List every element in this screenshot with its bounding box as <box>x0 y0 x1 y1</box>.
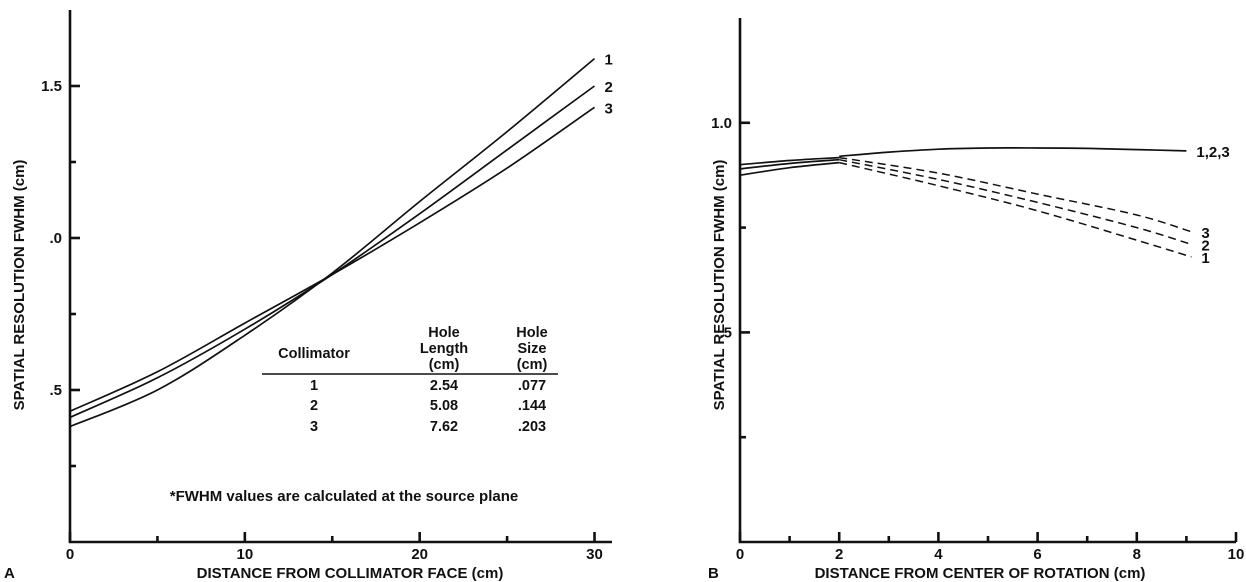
panel-b-ticks: 0 2 4 6 8 10 .5 1.0 <box>711 115 1244 563</box>
panel-a-axes <box>68 10 612 544</box>
series-label: 2 <box>1201 237 1209 254</box>
table-cell: 3 <box>310 419 318 435</box>
y-tick-label: .5 <box>719 324 732 341</box>
table-header-size: Size <box>517 341 546 357</box>
x-tick-label: 2 <box>835 546 843 563</box>
y-tick-label: 1.5 <box>41 78 62 95</box>
x-tick-label: 20 <box>411 546 428 563</box>
table-header-length-unit: (cm) <box>429 357 460 373</box>
table-cell: 5.08 <box>430 398 458 414</box>
series-line-1 <box>739 161 840 177</box>
table-cell: .203 <box>518 419 546 435</box>
panel-a-curves <box>69 57 596 428</box>
series-label: 2 <box>605 79 613 96</box>
panel-a-label: A <box>4 565 15 582</box>
panel-b-series-labels: 1,2,3 123 <box>1196 144 1229 267</box>
panel-a: A DISTANCE FROM COLLIMATOR FACE (cm) SPA… <box>4 10 613 582</box>
table-header-length: Length <box>420 341 468 357</box>
panel-b-label: B <box>708 565 719 582</box>
panel-b-ylabel: SPATIAL RESOLUTION FWHM (cm) <box>711 160 728 411</box>
x-tick-label: 30 <box>586 546 603 563</box>
panel-b-xlabel: DISTANCE FROM CENTER OF ROTATION (cm) <box>815 565 1146 582</box>
y-tick-label: .5 <box>49 382 62 399</box>
series-label: 3 <box>1201 225 1209 242</box>
y-tick-label: .0 <box>49 230 62 247</box>
series-label: 1 <box>605 52 613 69</box>
x-tick-label: 0 <box>66 546 74 563</box>
panel-a-series-labels: 1 2 3 <box>605 52 613 118</box>
x-tick-label: 4 <box>934 546 943 563</box>
panel-b-curves <box>739 146 1192 258</box>
table-cell: 7.62 <box>430 419 458 435</box>
series-line-3 <box>739 156 840 166</box>
x-tick-label: 10 <box>236 546 253 563</box>
series-label: 1 <box>1201 250 1209 267</box>
series-line-3 <box>69 106 595 413</box>
table-header-collimator: Collimator <box>278 346 350 362</box>
table-header-hole: Hole <box>428 325 459 341</box>
panel-b: B DISTANCE FROM CENTER OF ROTATION (cm) … <box>708 18 1244 582</box>
panel-a-ylabel: SPATIAL RESOLUTION FWHM (cm) <box>11 160 28 411</box>
table-cell: .144 <box>518 398 546 414</box>
table-header-size-unit: (cm) <box>517 357 548 373</box>
table-header-hole-2: Hole <box>516 325 547 341</box>
panel-a-ticks: 0 10 20 30 .5 .0 1.5 <box>41 78 603 563</box>
x-tick-label: 6 <box>1033 546 1041 563</box>
table-cell: 2.54 <box>430 378 458 394</box>
fwhm-note: *FWHM values are calculated at the sourc… <box>170 488 518 505</box>
x-tick-label: 8 <box>1133 546 1141 563</box>
x-tick-label: 0 <box>736 546 744 563</box>
x-tick-label: 10 <box>1228 546 1245 563</box>
table-cell: .077 <box>518 378 546 394</box>
panel-b-axes <box>738 18 1236 544</box>
y-tick-label: 1.0 <box>711 115 732 132</box>
series-label: 3 <box>605 100 613 117</box>
table-cell: 1 <box>310 378 318 394</box>
collimator-table: Hole Hole Length Size Collimator (cm) (c… <box>262 325 558 435</box>
series-line-1 <box>69 57 596 428</box>
series-line-2-dashed <box>839 158 1192 246</box>
table-cell: 2 <box>310 398 318 414</box>
series-line-1-2-3 <box>839 146 1187 158</box>
series-label: 1,2,3 <box>1196 144 1229 161</box>
series-line-2 <box>739 158 840 170</box>
panel-a-xlabel: DISTANCE FROM COLLIMATOR FACE (cm) <box>197 565 504 582</box>
series-line-3-dashed <box>839 156 1192 233</box>
series-line-1-dashed <box>839 161 1192 258</box>
